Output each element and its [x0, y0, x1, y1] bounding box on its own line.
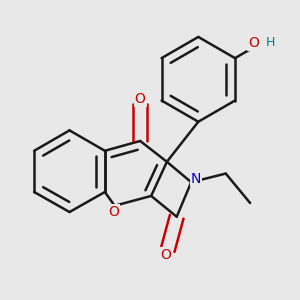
Text: O: O [108, 205, 119, 219]
Text: H: H [266, 36, 275, 49]
Text: O: O [135, 92, 146, 106]
Text: O: O [248, 36, 259, 50]
Text: N: N [191, 172, 201, 186]
Text: O: O [160, 248, 171, 262]
